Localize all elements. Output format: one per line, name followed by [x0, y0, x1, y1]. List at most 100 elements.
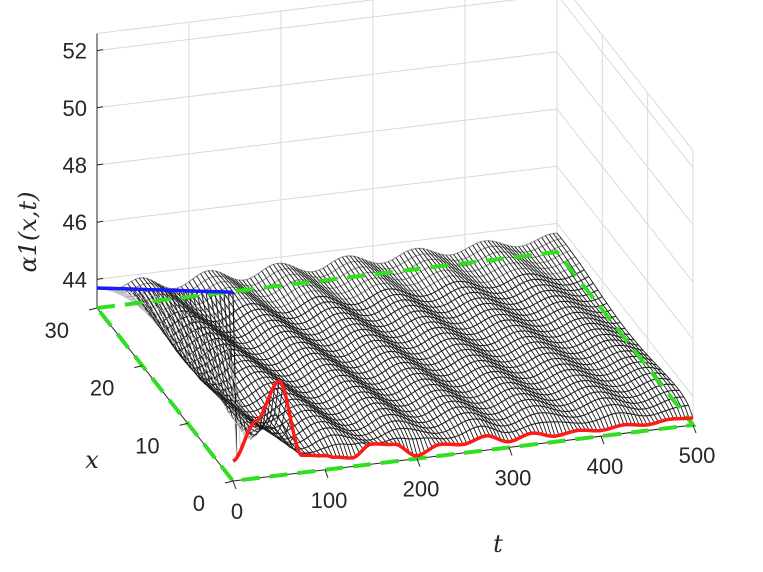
mesh-line-t — [219, 271, 357, 457]
mesh-line-t — [537, 239, 675, 420]
grid-line-z — [96, 108, 558, 166]
mesh-line-t — [154, 281, 291, 438]
x-axis-label: t — [493, 530, 503, 558]
mesh-line-t — [364, 259, 502, 441]
mesh-line-t — [315, 270, 452, 445]
mesh-line-x — [173, 290, 635, 391]
x-tick-mark — [179, 422, 188, 426]
z-tick-mark — [96, 277, 104, 280]
axes — [96, 33, 694, 482]
mesh-line-t — [326, 265, 464, 445]
mesh-line-t — [403, 252, 541, 434]
mesh-line-t — [184, 284, 322, 457]
mesh-line-t — [548, 234, 686, 419]
x-tick-mark — [88, 307, 98, 311]
mesh-line-t — [476, 243, 613, 428]
mesh-line-t — [322, 267, 460, 445]
mesh-line-t — [445, 254, 583, 431]
mesh-line-t — [410, 249, 548, 436]
mesh-line-t — [552, 233, 690, 419]
mesh-line-t — [376, 263, 514, 442]
mesh-line-t — [215, 270, 353, 459]
grid-line-z — [96, 0, 517, 52]
tick-labels: 44 46 48 50 52 0 100 200 300 400 500 0 10 20 30 — [45, 39, 716, 524]
mesh-line-t — [280, 262, 418, 456]
z-tick-mark — [96, 106, 104, 109]
mesh-line-t — [249, 277, 387, 445]
mesh-line-t — [173, 288, 310, 456]
mesh-line-t — [384, 262, 521, 438]
x-tick-label: 10 — [135, 433, 159, 458]
mesh-line-t — [311, 271, 449, 445]
mesh-line-t — [456, 252, 594, 431]
t-tick-label: 100 — [311, 488, 348, 513]
mesh-line-t — [169, 288, 307, 456]
mesh-line-t — [472, 244, 610, 429]
mesh-line-t — [483, 240, 621, 426]
red-edge-curve — [232, 378, 694, 463]
z-tick-mark — [96, 49, 104, 52]
mesh-line-t — [387, 261, 525, 436]
mesh-line-t — [529, 243, 667, 421]
mesh-line-t — [146, 278, 284, 432]
mesh-line-t — [510, 245, 648, 426]
t-tick-mark — [692, 424, 697, 434]
mesh-line-t — [345, 255, 483, 437]
mesh-line-t — [253, 275, 391, 445]
mesh-line-t — [391, 259, 529, 435]
mesh-line-t — [414, 248, 552, 437]
mesh-line-t — [338, 258, 475, 441]
mesh-line-t — [464, 249, 602, 431]
z-tick-label: 48 — [63, 153, 87, 178]
mesh-line-t — [207, 270, 345, 458]
mesh-line-t — [422, 248, 560, 436]
mesh-line-t — [203, 271, 341, 458]
mesh-line-t — [142, 277, 280, 430]
mesh-line-t — [238, 279, 375, 445]
mesh-line-t — [380, 263, 518, 440]
mesh-line-t — [211, 270, 349, 459]
mesh-line-t — [276, 263, 414, 456]
mesh-line-t — [499, 242, 636, 426]
mesh-line-t — [131, 281, 268, 433]
mesh-line-t — [495, 241, 633, 425]
mesh-line-t — [123, 285, 261, 440]
grid-line-z — [96, 51, 558, 109]
mesh-line-t — [230, 277, 368, 447]
z-tick-label: 44 — [63, 267, 87, 292]
z-tick-label: 52 — [63, 39, 87, 64]
mesh-line-t — [165, 287, 303, 456]
mesh-line-t — [341, 256, 479, 439]
mesh-line-t — [399, 254, 537, 434]
mesh-line-t — [433, 251, 571, 433]
mesh-line-t — [307, 271, 445, 445]
t-tick-mark — [232, 480, 237, 490]
t-tick-label: 400 — [587, 454, 624, 479]
mesh-line-t — [541, 237, 679, 419]
grid-line-z-side — [556, 51, 694, 226]
mesh-line-t — [150, 279, 288, 435]
grid-line-z — [96, 165, 558, 223]
mesh-line-t — [226, 275, 364, 450]
mesh-line-t — [330, 262, 468, 444]
mesh-line-t — [453, 254, 590, 431]
mesh-line-t — [525, 244, 663, 422]
mesh-line-t — [192, 278, 330, 457]
mesh-line-t — [514, 246, 652, 425]
mesh-line-t — [200, 273, 337, 458]
mesh-line-t — [272, 264, 410, 454]
mesh-line-t — [368, 261, 506, 442]
grid-lines — [96, 0, 694, 425]
mesh-line-t — [487, 240, 625, 425]
z-axis-label: α1(x,t) — [14, 191, 42, 272]
z-tick-label: 50 — [63, 96, 87, 121]
blue-initial-curve — [96, 286, 234, 294]
mesh-line-t — [295, 267, 433, 448]
mesh-line-t — [261, 270, 399, 446]
mesh-line-t — [372, 262, 510, 442]
mesh-line-t — [265, 268, 403, 448]
mesh-line-t — [418, 248, 556, 437]
mesh-line-t — [533, 241, 671, 420]
mesh-line-t — [353, 255, 491, 437]
